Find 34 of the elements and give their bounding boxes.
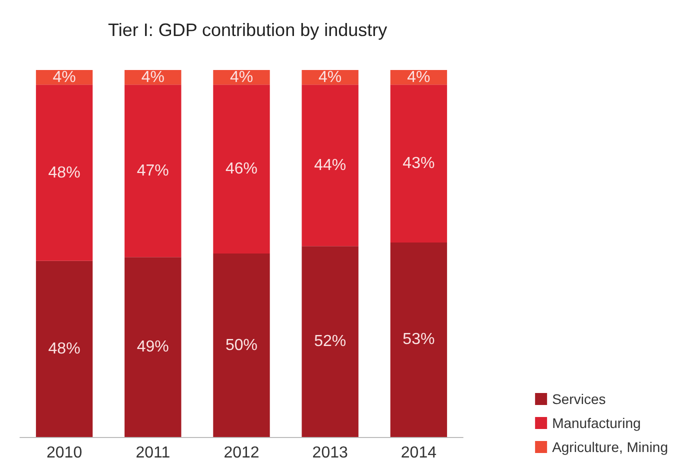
data-label: 50% — [225, 336, 258, 354]
data-label: 52% — [314, 333, 346, 350]
chart-title: Tier I: GDP contribution by industry — [108, 20, 388, 40]
bar — [302, 246, 358, 437]
bar — [36, 260, 93, 437]
data-label: 46% — [225, 160, 258, 178]
bar — [390, 242, 448, 437]
legend-label: Manufacturing — [552, 415, 641, 431]
data-label: 4% — [230, 68, 254, 86]
data-label: 43% — [402, 155, 435, 172]
legend-label: Agriculture, Mining — [552, 439, 668, 455]
data-label: 4% — [407, 68, 430, 86]
legend-label: Services — [552, 391, 606, 407]
x-tick-label: 2013 — [312, 444, 348, 462]
data-label: 4% — [318, 68, 342, 86]
bar — [124, 84, 182, 258]
bar — [213, 254, 270, 437]
bar — [302, 84, 358, 246]
x-tick-label: 2012 — [224, 444, 260, 462]
bar — [36, 84, 93, 261]
bar — [390, 84, 448, 242]
x-tick-label: 2014 — [400, 444, 437, 462]
data-label: 53% — [402, 331, 435, 348]
data-label: 44% — [314, 156, 346, 174]
x-tick-label: 2011 — [136, 444, 170, 462]
data-label: 47% — [136, 162, 169, 180]
x-tick-label: 2010 — [46, 444, 82, 462]
bar — [213, 84, 270, 254]
data-label: 4% — [141, 68, 164, 86]
data-label: 48% — [48, 164, 80, 182]
bar — [124, 257, 182, 437]
data-label: 48% — [48, 340, 80, 358]
data-label: 4% — [52, 68, 76, 86]
data-label: 49% — [136, 338, 169, 356]
